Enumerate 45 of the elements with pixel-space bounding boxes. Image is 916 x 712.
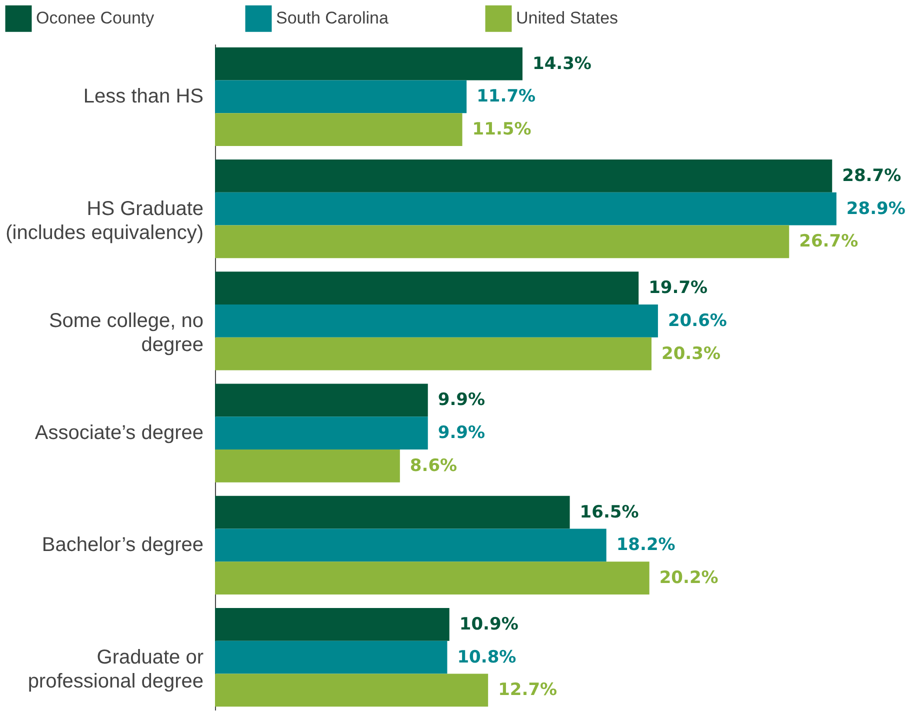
data-label: 10.9% bbox=[459, 614, 518, 634]
bar bbox=[215, 416, 428, 450]
bar bbox=[215, 450, 400, 482]
y-tick-label: Associate’s degree bbox=[34, 422, 204, 444]
data-label: 12.7% bbox=[498, 680, 558, 700]
bar bbox=[215, 225, 790, 258]
bar bbox=[215, 113, 462, 146]
y-tick-label: Graduate or professional degree bbox=[28, 646, 204, 692]
y-tick-label: HS Graduate (includes equivalency) bbox=[6, 198, 204, 244]
bar bbox=[215, 159, 832, 192]
data-label: 20.6% bbox=[668, 310, 727, 331]
y-tick-label: Less than HS bbox=[83, 86, 204, 108]
data-label: 11.7% bbox=[476, 86, 536, 107]
bar bbox=[215, 528, 606, 562]
bar bbox=[215, 640, 448, 674]
data-label: 14.3% bbox=[532, 54, 592, 74]
data-label: 28.7% bbox=[842, 166, 902, 186]
data-label: 18.2% bbox=[616, 535, 676, 556]
data-label: 9.9% bbox=[438, 423, 486, 444]
bar bbox=[215, 384, 428, 417]
data-label: 20.2% bbox=[659, 568, 718, 588]
data-label: 16.5% bbox=[580, 502, 639, 522]
bar bbox=[215, 496, 570, 529]
bar bbox=[215, 608, 450, 641]
bar bbox=[215, 272, 639, 304]
bar bbox=[215, 674, 488, 707]
y-tick-label: Some college, no degree bbox=[48, 310, 204, 356]
data-label: 26.7% bbox=[799, 232, 858, 252]
legend-label: South Carolina bbox=[276, 8, 390, 28]
legend-label: United States bbox=[516, 8, 618, 28]
data-label: 9.9% bbox=[438, 390, 486, 410]
bar bbox=[215, 80, 467, 114]
bar bbox=[215, 304, 658, 338]
y-tick-label: Bachelor’s degree bbox=[42, 534, 204, 556]
data-label: 10.8% bbox=[457, 647, 516, 668]
data-label: 28.9% bbox=[846, 198, 906, 219]
data-label: 11.5% bbox=[472, 120, 532, 140]
bar bbox=[215, 47, 522, 80]
data-label: 8.6% bbox=[410, 456, 458, 476]
legend-label: Oconee County bbox=[36, 8, 155, 28]
bar bbox=[215, 562, 650, 595]
data-label: 20.3% bbox=[662, 344, 720, 364]
bar bbox=[215, 337, 652, 370]
bar bbox=[215, 192, 836, 226]
data-label: 19.7% bbox=[648, 278, 708, 298]
